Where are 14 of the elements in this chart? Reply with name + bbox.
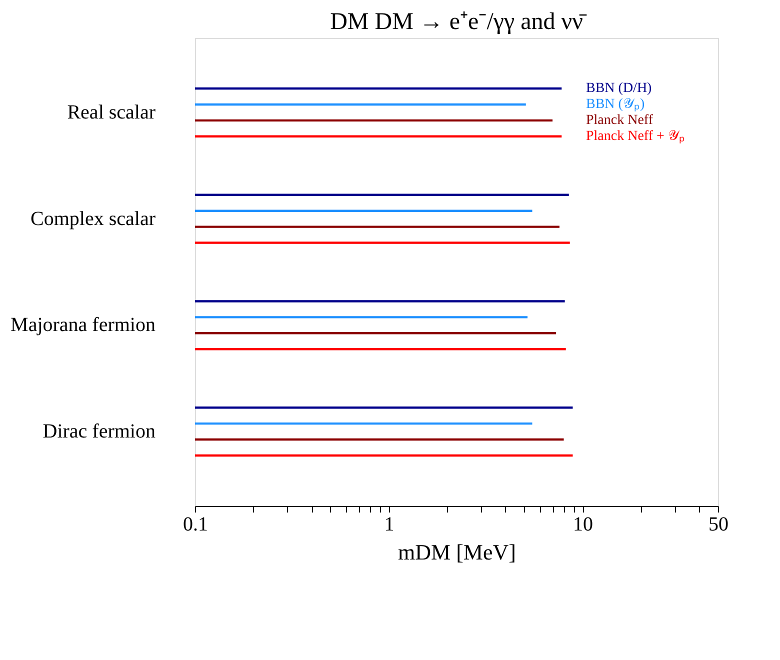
text: BBN (𝒴ₚ) xyxy=(586,97,645,112)
series-label: Planck Neff + 𝒴ₚ xyxy=(586,129,685,144)
chart-title: DM DM → e⁺e⁻/γγ and νν̄ xyxy=(330,9,587,35)
x-tick-label: 10 xyxy=(573,514,594,536)
y-tick-label: Dirac fermion xyxy=(42,420,156,443)
series-label: BBN (D/H) xyxy=(586,81,652,96)
y-tick-label: Real scalar xyxy=(67,101,156,124)
y-tick-label: Majorana fermion xyxy=(10,314,156,336)
x-tick-label: 0.1 xyxy=(183,514,208,536)
y-tick-label: Complex scalar xyxy=(30,208,156,230)
x-axis-title: mDM [MeV] xyxy=(398,540,516,564)
text: Planck Neff xyxy=(586,113,654,128)
x-tick-label: 1 xyxy=(384,514,394,536)
x-tick-label: 50 xyxy=(708,514,728,536)
